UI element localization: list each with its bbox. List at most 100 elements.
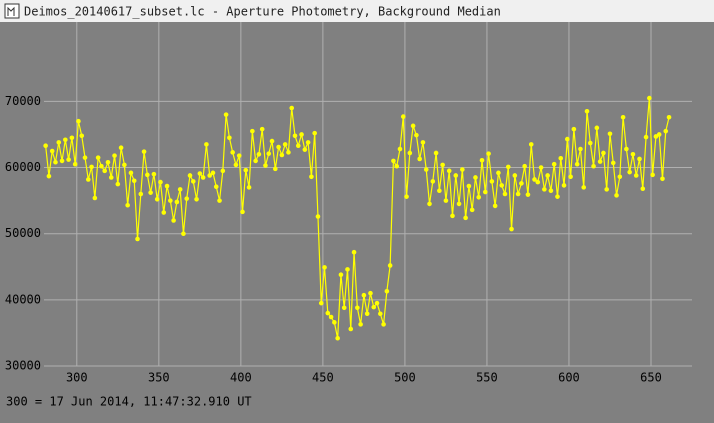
- data-point: [437, 188, 442, 193]
- data-point: [394, 163, 400, 169]
- data-point: [519, 181, 524, 186]
- data-point: [607, 131, 613, 137]
- data-point: [647, 95, 652, 101]
- data-point: [135, 236, 140, 242]
- data-point: [322, 265, 327, 270]
- data-point: [463, 215, 468, 221]
- data-point: [279, 152, 285, 158]
- y-tick-label: 30000: [5, 359, 41, 373]
- data-point: [243, 167, 249, 173]
- data-point: [545, 173, 550, 178]
- data-point: [305, 140, 311, 145]
- data-point: [332, 320, 337, 325]
- data-point: [82, 155, 88, 160]
- data-point: [509, 226, 514, 232]
- data-point: [112, 153, 117, 158]
- data-point: [571, 126, 577, 132]
- data-point: [131, 178, 137, 184]
- data-point: [565, 136, 570, 142]
- data-point: [302, 147, 308, 152]
- data-point: [85, 177, 91, 182]
- data-point: [446, 168, 452, 174]
- data-point: [187, 173, 193, 178]
- data-point: [453, 173, 459, 178]
- data-point: [610, 160, 616, 166]
- data-point: [476, 195, 482, 200]
- data-point: [479, 157, 485, 163]
- data-point: [581, 185, 587, 190]
- data-point: [407, 150, 413, 156]
- data-point: [397, 146, 403, 152]
- data-point: [627, 169, 632, 175]
- data-point: [558, 155, 564, 161]
- data-point: [499, 183, 505, 188]
- data-point: [184, 196, 190, 201]
- x-tick-label: 650: [640, 371, 662, 385]
- data-point: [473, 175, 478, 180]
- data-point: [292, 133, 298, 139]
- data-point: [633, 173, 639, 178]
- data-point: [650, 172, 655, 178]
- data-point: [574, 161, 580, 167]
- data-point: [43, 143, 48, 149]
- data-point: [584, 109, 590, 114]
- data-point: [404, 194, 409, 199]
- data-point: [660, 176, 665, 182]
- data-point: [168, 198, 173, 203]
- data-point: [197, 171, 203, 176]
- data-point: [427, 201, 432, 207]
- data-point: [233, 162, 239, 168]
- data-point: [328, 314, 334, 320]
- data-point: [335, 335, 340, 341]
- data-point: [420, 140, 426, 145]
- data-point: [315, 214, 321, 219]
- data-point: [158, 179, 163, 185]
- data-point: [525, 192, 531, 197]
- data-point: [256, 152, 262, 157]
- data-point: [502, 191, 508, 197]
- data-point: [548, 188, 554, 193]
- data-point: [282, 142, 288, 147]
- data-point: [358, 322, 363, 327]
- data-point: [66, 157, 71, 162]
- data-point: [378, 311, 383, 317]
- x-tick-label: 600: [558, 371, 580, 385]
- data-point: [115, 181, 121, 187]
- data-point: [338, 272, 344, 278]
- data-point: [236, 153, 242, 158]
- data-point: [148, 190, 153, 195]
- data-point: [164, 183, 170, 189]
- data-point: [122, 162, 127, 168]
- data-point: [532, 177, 537, 182]
- data-point: [181, 231, 186, 236]
- data-point: [72, 161, 78, 167]
- data-point: [656, 132, 662, 137]
- data-point: [46, 173, 52, 179]
- data-point: [105, 159, 111, 165]
- data-point: [466, 183, 472, 189]
- data-point: [89, 164, 94, 170]
- data-point: [69, 135, 75, 141]
- data-point: [368, 290, 373, 296]
- data-point: [542, 187, 547, 192]
- data-point: [568, 174, 573, 180]
- data-point: [125, 202, 130, 208]
- data-point: [194, 196, 199, 202]
- data-point: [361, 292, 367, 298]
- data-point: [561, 183, 567, 188]
- data-point: [341, 305, 347, 311]
- data-point: [381, 322, 386, 327]
- data-point: [213, 184, 219, 190]
- data-point: [240, 209, 245, 215]
- data-point: [128, 170, 134, 176]
- data-point: [617, 174, 623, 180]
- data-point: [555, 194, 560, 199]
- data-point: [624, 146, 629, 152]
- y-tick-label: 50000: [5, 226, 41, 240]
- app-icon-glyph: [7, 6, 15, 16]
- data-point: [220, 168, 226, 174]
- data-point: [145, 172, 150, 178]
- data-point: [49, 148, 55, 154]
- data-point: [433, 150, 439, 156]
